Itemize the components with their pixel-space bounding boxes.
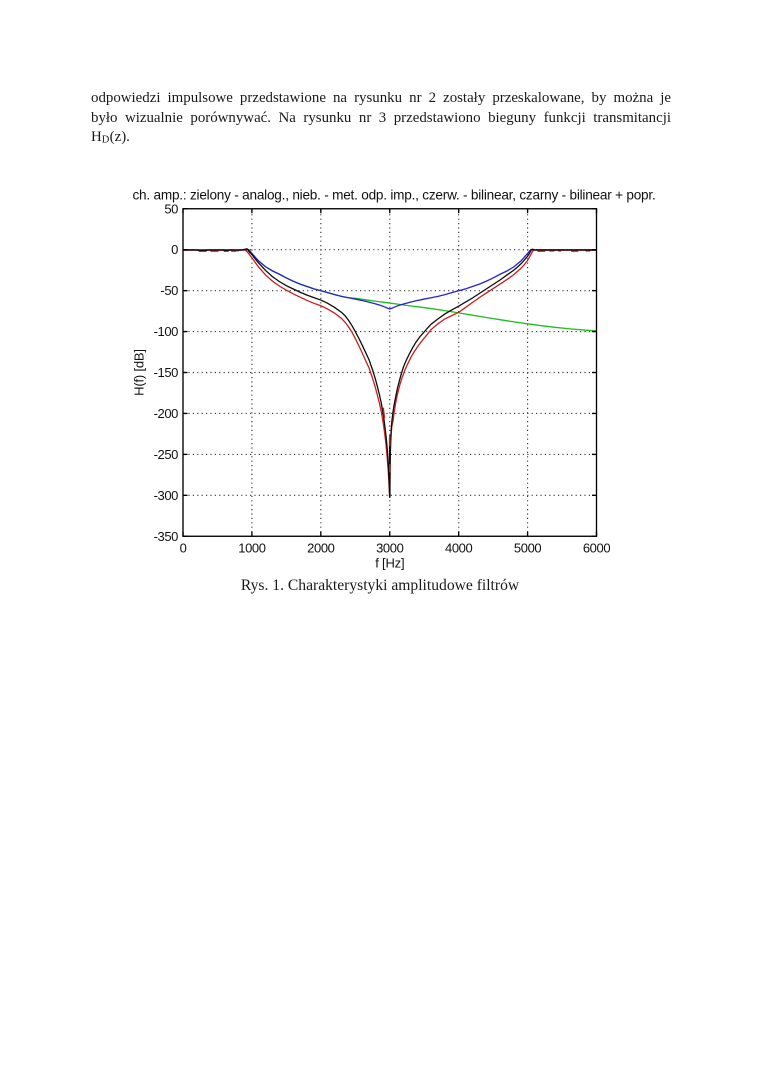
svg-text:ch. amp.: zielony - analog., n: ch. amp.: zielony - analog., nieb. - met…: [132, 188, 655, 203]
svg-text:0: 0: [171, 242, 178, 257]
svg-text:-100: -100: [154, 324, 179, 339]
svg-text:3000: 3000: [376, 541, 403, 556]
svg-text:-50: -50: [160, 283, 178, 298]
svg-text:-150: -150: [154, 365, 179, 380]
svg-text:1000: 1000: [238, 541, 265, 556]
svg-text:6000: 6000: [583, 541, 610, 556]
svg-text:-350: -350: [154, 529, 179, 544]
svg-text:f [Hz]: f [Hz]: [375, 556, 404, 571]
svg-text:50: 50: [164, 201, 178, 216]
svg-text:5000: 5000: [514, 541, 541, 556]
svg-text:-200: -200: [154, 406, 179, 421]
svg-text:H(f) [dB]: H(f) [dB]: [132, 349, 147, 396]
svg-text:4000: 4000: [445, 541, 472, 556]
svg-text:0: 0: [180, 541, 187, 556]
svg-text:-300: -300: [154, 488, 179, 503]
svg-text:2000: 2000: [307, 541, 334, 556]
svg-text:-250: -250: [154, 447, 179, 462]
